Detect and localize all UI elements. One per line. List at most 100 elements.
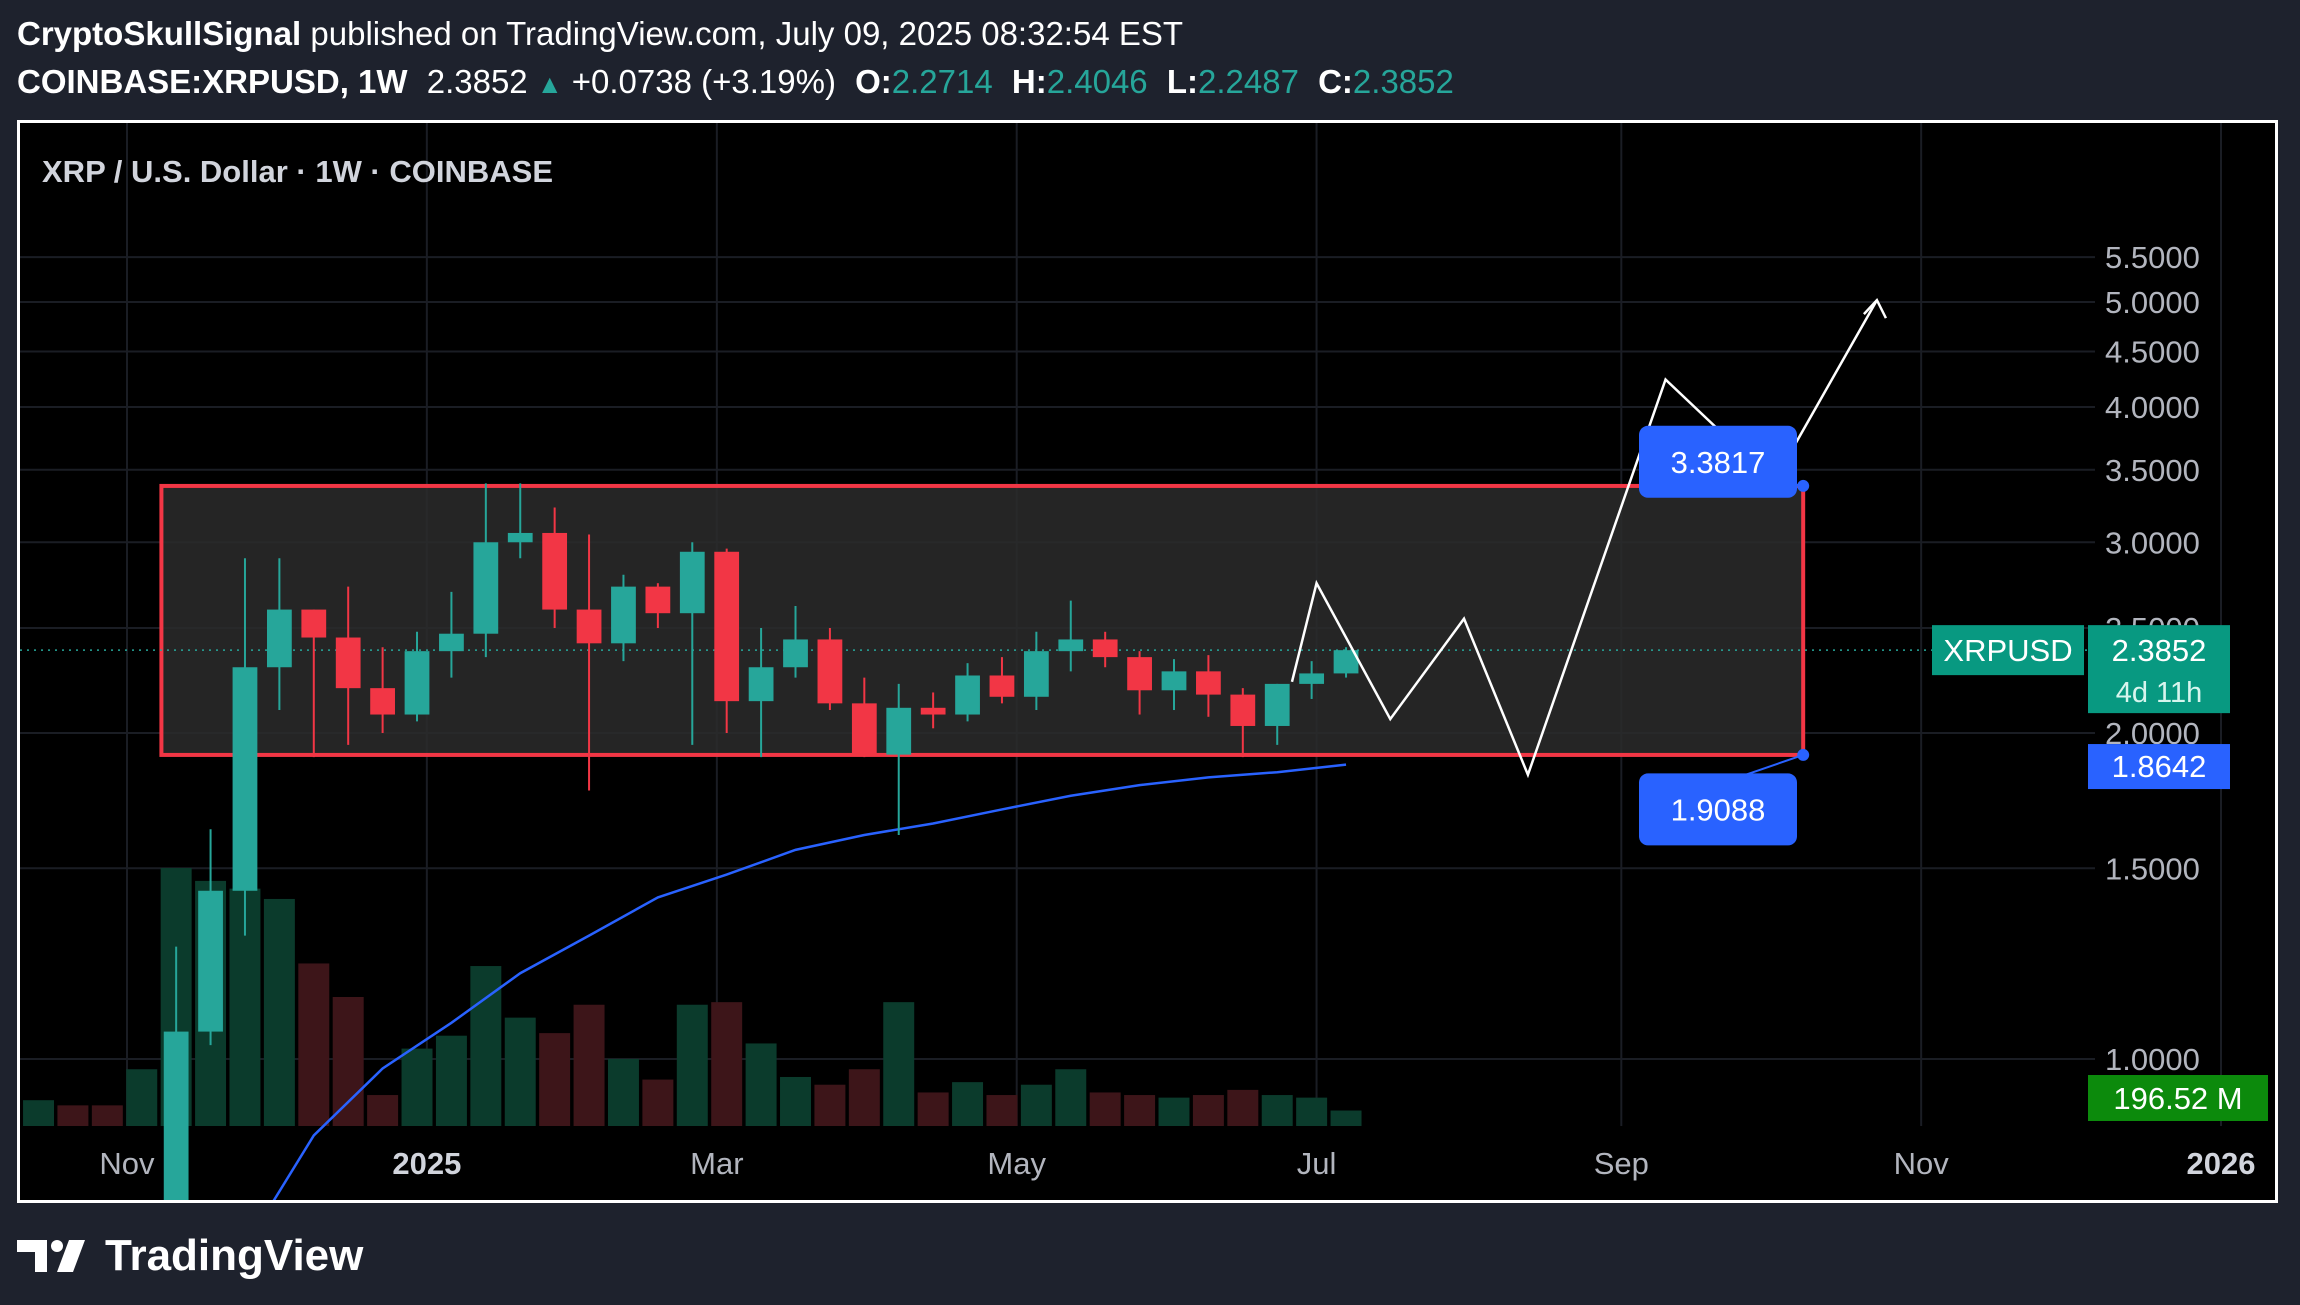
symbol-tag-text: XRPUSD [1943, 633, 2072, 668]
candle-down [1092, 631, 1118, 668]
low-value: 2.2487 [1197, 63, 1299, 100]
candle-down [335, 586, 361, 745]
open-value: 2.2714 [891, 63, 993, 100]
candle-body [335, 637, 361, 689]
candle-up [439, 591, 464, 678]
price-axis-tick: 4.5000 [2105, 335, 2200, 370]
time-axis-tick: May [987, 1146, 1046, 1181]
volume-bar [298, 963, 330, 1126]
publication-line: CryptoSkullSignal published on TradingVi… [17, 10, 1454, 58]
range-label-box[interactable] [1639, 773, 1797, 846]
volume-bar [1192, 1095, 1224, 1126]
volume-bar [263, 898, 295, 1126]
volume-bar [986, 1095, 1018, 1126]
range-box[interactable] [159, 483, 1806, 757]
candle-body [1023, 651, 1049, 697]
ema-layer [20, 649, 2095, 1200]
volume-bar [1124, 1095, 1156, 1126]
volume-bar [676, 1004, 708, 1126]
candle-up [1264, 683, 1290, 745]
published-text: published on TradingView.com, July 09, 2… [310, 15, 1184, 52]
volume-bar [573, 1004, 605, 1126]
candle-body [301, 609, 327, 638]
candle-body [1264, 683, 1290, 726]
candle-body [507, 532, 533, 543]
price-axis[interactable]: 1.00001.50002.00002.50003.00003.50004.00… [1932, 240, 2268, 1121]
last-price-tag[interactable] [2088, 625, 2230, 714]
candle-up [1058, 600, 1084, 672]
publication-header: CryptoSkullSignal published on TradingVi… [17, 10, 1454, 106]
candle-down [301, 609, 327, 758]
volume-bar [848, 1069, 880, 1126]
volume-bar [917, 1092, 949, 1126]
candle-body [1230, 694, 1256, 726]
time-axis-tick: 2026 [2187, 1146, 2256, 1181]
candle-body [817, 639, 843, 704]
candles [163, 483, 1359, 1200]
volume-bar [504, 1017, 536, 1126]
candle-down [542, 507, 568, 629]
volume-bar [745, 1043, 777, 1126]
tradingview-brand: TradingView [105, 1231, 364, 1280]
change-text: +0.0738 (+3.19%) [571, 63, 836, 100]
ema-value-tag[interactable] [2088, 744, 2230, 790]
volume-bar [367, 1095, 399, 1126]
volume-bar [1296, 1097, 1328, 1126]
candle-down [920, 692, 946, 729]
candle-body [645, 586, 671, 614]
range-anchor-point[interactable] [1797, 479, 1810, 492]
candle-down [851, 677, 877, 758]
price-axis-tick: 4.0000 [2105, 390, 2200, 425]
symbol-tag[interactable] [1932, 625, 2084, 676]
time-axis-tick: Nov [99, 1146, 155, 1181]
volume-bar [401, 1048, 433, 1126]
candle-up [679, 542, 705, 745]
candle-body [1058, 639, 1084, 652]
symbol-interval: COINBASE:XRPUSD, 1W [17, 63, 408, 100]
candle-up [1023, 631, 1049, 711]
time-axis-tick: Sep [1594, 1146, 1649, 1181]
chart-title: XRP / U.S. Dollar · 1W · COINBASE [42, 154, 553, 189]
candle-body [920, 707, 946, 715]
volume-bar [332, 997, 364, 1126]
volume-bar [607, 1058, 639, 1126]
candle-down [645, 583, 671, 629]
candle-body [439, 633, 464, 652]
volume-bar [1261, 1095, 1293, 1126]
range-label-box[interactable] [1639, 425, 1797, 498]
volume-value-tag[interactable] [2088, 1075, 2268, 1121]
up-triangle-icon: ▲ [536, 69, 563, 99]
arrow-head-icon [1862, 297, 1888, 319]
range-label-layer[interactable]: 3.3817 1.9088 [1639, 425, 1810, 846]
candle-body [1127, 657, 1152, 691]
author-name[interactable]: CryptoSkullSignal [17, 15, 302, 52]
volume-bar [1158, 1097, 1190, 1126]
time-axis[interactable]: Nov 2025 Mar May Jul Sep Nov 2026 [99, 1146, 2255, 1181]
candle-body [1299, 673, 1325, 684]
candle-up [1161, 659, 1187, 711]
candle-body [1092, 639, 1118, 658]
candle-up [1299, 661, 1325, 699]
close-label: C: [1318, 63, 1353, 100]
candle-down [576, 534, 602, 791]
candle-body [576, 609, 602, 644]
range-box-layer[interactable] [159, 483, 1806, 757]
candle-up [611, 574, 636, 662]
range-anchor-point[interactable] [1797, 748, 1810, 761]
candle-up [1333, 647, 1359, 678]
high-value: 2.4046 [1046, 63, 1148, 100]
candle-up [266, 558, 292, 711]
time-axis-tick: Jul [1297, 1146, 1337, 1181]
candle-up [886, 683, 912, 836]
candle-up [232, 558, 258, 936]
candle-down [370, 647, 395, 733]
candle-body [1196, 671, 1221, 695]
tradingview-logo[interactable]: TradingView [17, 1228, 363, 1284]
volume-bar [883, 1002, 915, 1126]
time-axis-tick: 2025 [392, 1146, 461, 1181]
candle-up [748, 628, 774, 758]
volume-bar [952, 1082, 984, 1126]
countdown-text: 4d 11h [2116, 677, 2203, 709]
